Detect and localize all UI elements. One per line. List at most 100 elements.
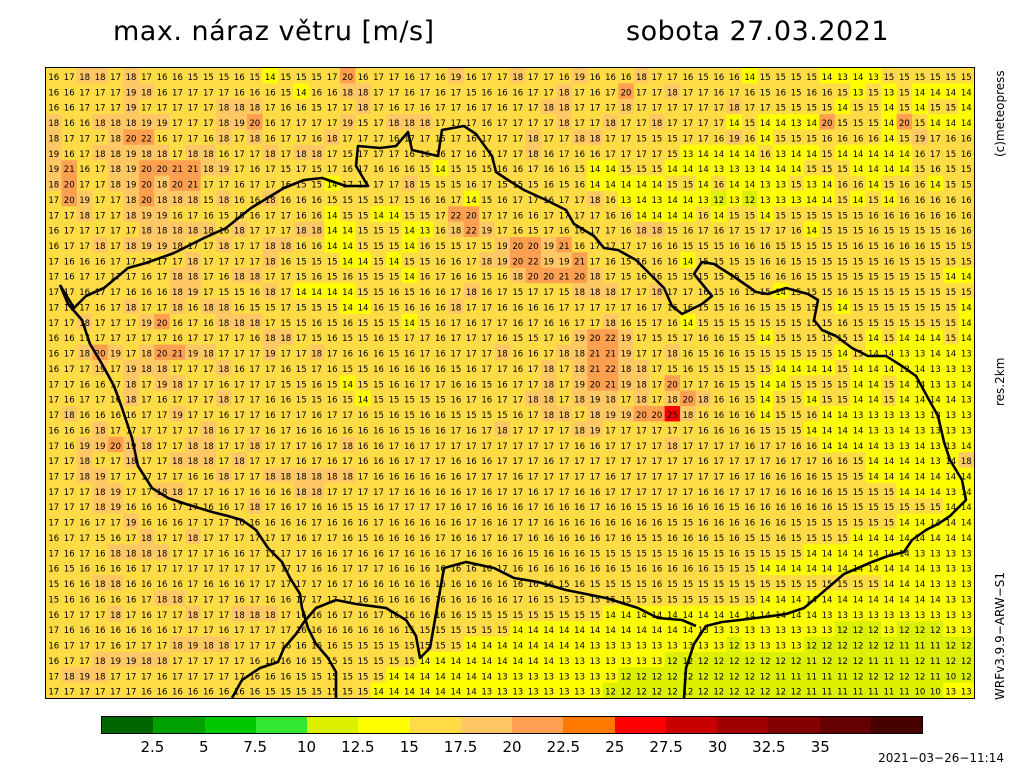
grid-value: 18 xyxy=(280,242,291,252)
grid-value: 17 xyxy=(497,457,508,467)
grid-value: 17 xyxy=(110,319,121,329)
grid-value: 15 xyxy=(837,396,848,406)
grid-value: 17 xyxy=(389,150,400,160)
grid-value: 15 xyxy=(837,534,848,544)
grid-value: 15 xyxy=(822,288,833,298)
grid-value: 15 xyxy=(837,88,848,98)
grid-value: 10 xyxy=(930,688,941,698)
grid-value: 16 xyxy=(420,565,431,575)
grid-value: 16 xyxy=(621,519,632,529)
grid-value: 13 xyxy=(945,488,956,498)
heat-cell xyxy=(927,98,944,115)
heat-cell xyxy=(881,129,898,146)
grid-value: 17 xyxy=(466,442,477,452)
grid-value: 15 xyxy=(404,196,415,206)
grid-value: 17 xyxy=(234,165,245,175)
grid-value: 15 xyxy=(729,365,740,375)
grid-value: 13 xyxy=(652,657,663,667)
grid-value: 16 xyxy=(79,119,90,129)
grid-value: 15 xyxy=(450,365,461,375)
heat-cell xyxy=(293,68,310,84)
grid-value: 15 xyxy=(914,73,925,83)
heat-cell xyxy=(803,144,820,161)
grid-value: 15 xyxy=(265,303,276,313)
grid-value: 18 xyxy=(218,134,229,144)
grid-value: 16 xyxy=(713,503,724,513)
grid-value: 16 xyxy=(806,488,817,498)
grid-value: 16 xyxy=(543,534,554,544)
grid-value: 15 xyxy=(296,257,307,267)
heat-cell xyxy=(958,68,974,84)
grid-value: 18 xyxy=(126,549,137,559)
grid-value: 13 xyxy=(713,165,724,175)
heat-cell xyxy=(200,114,217,131)
grid-value: 14 xyxy=(543,657,554,667)
grid-value: 17 xyxy=(481,350,492,360)
grid-value: 15 xyxy=(791,88,802,98)
grid-value: 16 xyxy=(172,319,183,329)
grid-value: 18 xyxy=(95,150,106,160)
grid-value: 17 xyxy=(543,473,554,483)
grid-value: 16 xyxy=(48,534,59,544)
grid-value: 13 xyxy=(914,426,925,436)
grid-value: 12 xyxy=(713,657,724,667)
grid-value: 17 xyxy=(450,549,461,559)
grid-value: 17 xyxy=(466,334,477,344)
heat-cell xyxy=(757,68,774,84)
grid-value: 18 xyxy=(249,503,260,513)
grid-value: 15 xyxy=(791,134,802,144)
grid-value: 16 xyxy=(914,181,925,191)
heat-cell xyxy=(618,129,635,146)
grid-value: 14 xyxy=(667,165,678,175)
grid-value: 17 xyxy=(342,549,353,559)
grid-value: 17 xyxy=(621,457,632,467)
grid-value: 19 xyxy=(574,334,585,344)
heat-cell xyxy=(649,129,666,146)
grid-value: 15 xyxy=(806,580,817,590)
grid-value: 17 xyxy=(296,411,307,421)
grid-value: 16 xyxy=(682,503,693,513)
grid-value: 17 xyxy=(172,396,183,406)
grid-value: 16 xyxy=(652,519,663,529)
grid-value: 17 xyxy=(265,273,276,283)
heat-cell xyxy=(525,144,542,161)
grid-value: 15 xyxy=(822,473,833,483)
grid-value: 16 xyxy=(605,211,616,221)
heat-cell xyxy=(881,144,898,161)
grid-value: 14 xyxy=(806,565,817,575)
grid-value: 16 xyxy=(899,196,910,206)
legend-swatch xyxy=(204,717,256,733)
grid-value: 17 xyxy=(373,134,384,144)
grid-value: 18 xyxy=(590,288,601,298)
grid-value: 11 xyxy=(899,657,910,667)
grid-value: 15 xyxy=(358,119,369,129)
grid-value: 14 xyxy=(961,319,972,329)
grid-value: 17 xyxy=(621,150,632,160)
grid-value: 16 xyxy=(914,196,925,206)
grid-value: 17 xyxy=(265,442,276,452)
grid-value: 17 xyxy=(48,196,59,206)
grid-value: 17 xyxy=(404,457,415,467)
grid-value: 17 xyxy=(141,672,152,682)
grid-value: 17 xyxy=(528,288,539,298)
grid-value: 18 xyxy=(79,473,90,483)
grid-value: 17 xyxy=(234,488,245,498)
grid-value: 17 xyxy=(713,442,724,452)
wind-field-svg: 16 17 18 18 17 18 17 16 16 15 15 15 16 15 14 15 15 15 17 20… xyxy=(46,68,974,698)
heat-cell xyxy=(865,83,882,100)
grid-value: 17 xyxy=(126,319,137,329)
grid-value: 16 xyxy=(234,580,245,590)
grid-value: 15 xyxy=(311,688,322,698)
grid-value: 14 xyxy=(914,565,925,575)
grid-value: 13 xyxy=(961,365,972,375)
heat-cell xyxy=(571,83,588,100)
heat-cell xyxy=(463,144,480,161)
grid-value: 15 xyxy=(543,611,554,621)
grid-value: 17 xyxy=(667,473,678,483)
grid-value: 17 xyxy=(95,211,106,221)
grid-value: 18 xyxy=(64,411,75,421)
grid-value: 17 xyxy=(110,104,121,114)
grid-value: 17 xyxy=(636,442,647,452)
grid-value: 17 xyxy=(48,503,59,513)
grid-value: 16 xyxy=(373,334,384,344)
